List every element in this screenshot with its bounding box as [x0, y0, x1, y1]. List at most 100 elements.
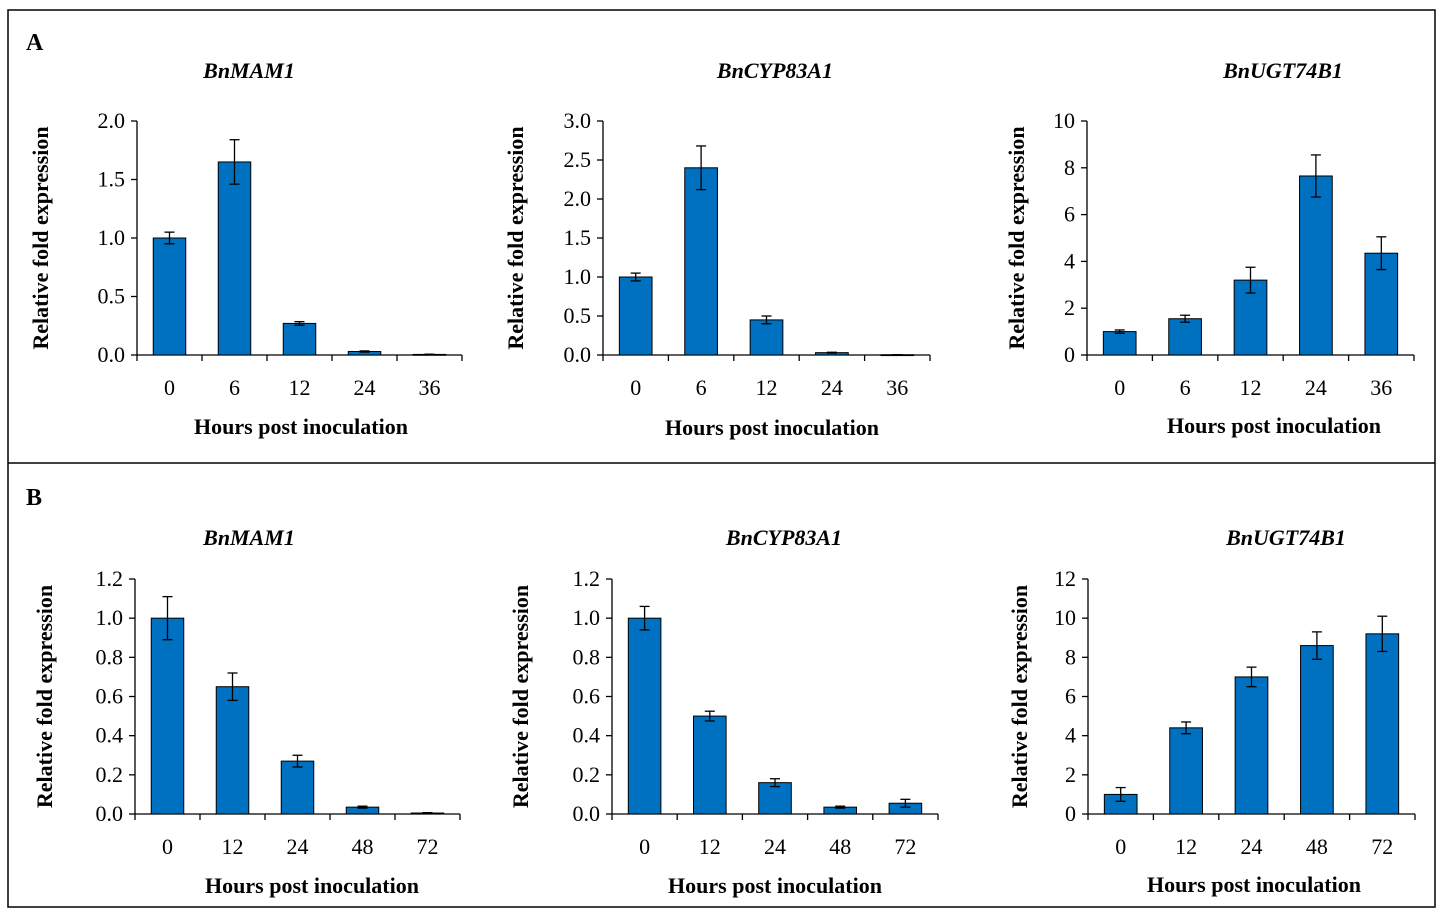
- y-tick-label: 2.5: [564, 147, 592, 172]
- x-tick-label: 24: [1241, 834, 1263, 859]
- bar-12: [1169, 727, 1203, 815]
- y-tick-label: 0.8: [573, 644, 601, 669]
- y-tick-label: 0.6: [96, 684, 124, 709]
- y-tick-label: 1.0: [96, 605, 124, 630]
- x-axis-label: Hours post inoculation: [205, 873, 419, 898]
- y-tick-label: 8: [1064, 155, 1075, 180]
- bar-0: [618, 276, 653, 356]
- x-axis-label: Hours post inoculation: [1147, 872, 1361, 897]
- x-tick-label: 6: [1180, 375, 1191, 400]
- y-tick-label: 0.5: [98, 284, 126, 309]
- chart-title: BnMAM1: [202, 525, 295, 550]
- charts-layer: BnMAM1 Relative fold expression Hours post…: [28, 58, 1416, 898]
- bar-12: [693, 715, 727, 815]
- x-tick-label: 24: [821, 375, 843, 400]
- x-axis-label: Hours post inoculation: [665, 415, 879, 440]
- x-tick-label: 0: [164, 375, 175, 400]
- y-tick-label: 1.5: [564, 225, 592, 250]
- chart-3: BnUGT74B1 Relative fold expression Hours p…: [1004, 58, 1415, 438]
- chart-title: BnCYP83A1: [725, 525, 842, 550]
- x-tick-label: 12: [756, 375, 778, 400]
- x-tick-label: 0: [162, 834, 173, 859]
- x-tick-label: 6: [696, 375, 707, 400]
- x-tick-label: 24: [1305, 375, 1327, 400]
- y-tick-label: 0.4: [96, 723, 124, 748]
- y-tick-label: 12: [1054, 566, 1076, 591]
- bar-24: [1234, 676, 1269, 815]
- x-tick-label: 72: [894, 834, 916, 859]
- y-tick-label: 0.0: [96, 801, 124, 826]
- chart-title: BnMAM1: [202, 58, 295, 83]
- y-axis-label: Relative fold expression: [1004, 126, 1029, 349]
- chart-title: BnUGT74B1: [1225, 525, 1346, 550]
- panel-letter-a: A: [26, 30, 44, 56]
- x-tick-label: 48: [829, 834, 851, 859]
- y-tick-label: 0.2: [573, 762, 601, 787]
- bar-72: [1365, 633, 1400, 815]
- y-tick-label: 2: [1065, 762, 1076, 787]
- bar-24: [1299, 175, 1333, 356]
- bar-12: [215, 686, 250, 815]
- y-tick-label: 0.4: [573, 723, 601, 748]
- bar-48: [1300, 645, 1334, 815]
- y-tick-label: 0: [1064, 342, 1075, 367]
- x-axis-label: Hours post inoculation: [1167, 413, 1381, 438]
- bar-24: [758, 782, 792, 815]
- y-tick-label: 0.0: [564, 342, 592, 367]
- x-tick-label: 24: [354, 375, 376, 400]
- y-tick-label: 1.0: [98, 225, 126, 250]
- x-tick-label: 72: [417, 834, 439, 859]
- y-tick-label: 1.0: [564, 264, 592, 289]
- y-axis-label: Relative fold expression: [508, 585, 533, 808]
- bar-0: [1102, 331, 1137, 356]
- y-axis-label: Relative fold expression: [32, 585, 57, 808]
- chart-title: BnCYP83A1: [716, 58, 833, 83]
- y-tick-label: 2: [1064, 295, 1075, 320]
- x-tick-label: 12: [1175, 834, 1197, 859]
- y-tick-label: 6: [1065, 684, 1076, 709]
- x-tick-label: 48: [1306, 834, 1328, 859]
- y-tick-label: 4: [1064, 248, 1075, 273]
- bar-12: [749, 319, 784, 356]
- x-tick-label: 36: [886, 375, 908, 400]
- y-tick-label: 1.2: [96, 566, 124, 591]
- y-tick-label: 10: [1053, 108, 1075, 133]
- bar-0: [627, 617, 662, 815]
- bar-0: [152, 237, 187, 356]
- x-tick-label: 0: [1114, 375, 1125, 400]
- x-tick-label: 24: [287, 834, 309, 859]
- y-tick-label: 0: [1065, 801, 1076, 826]
- bar-0: [150, 617, 185, 815]
- x-axis-label: Hours post inoculation: [194, 414, 408, 439]
- y-tick-label: 0.2: [96, 762, 124, 787]
- x-tick-label: 48: [352, 834, 374, 859]
- chart-title: BnUGT74B1: [1222, 58, 1343, 83]
- y-tick-label: 2.0: [564, 186, 592, 211]
- chart-6: BnUGT74B1 Relative fold expression Hours p…: [1007, 525, 1416, 897]
- chart-1: BnMAM1 Relative fold expression Hours post…: [28, 58, 463, 439]
- x-tick-label: 12: [699, 834, 721, 859]
- x-axis-label: Hours post inoculation: [668, 873, 882, 898]
- chart-2: BnCYP83A1 Relative fold expression Hours p…: [503, 58, 931, 440]
- y-axis-label: Relative fold expression: [28, 126, 53, 349]
- y-axis-label: Relative fold expression: [503, 126, 528, 349]
- bar-24: [280, 760, 315, 815]
- y-tick-label: 0.8: [96, 644, 124, 669]
- figure-frame: [7, 9, 1436, 908]
- y-tick-label: 0.6: [573, 684, 601, 709]
- x-tick-label: 12: [289, 375, 311, 400]
- chart-4: BnMAM1 Relative fold expression Hours post…: [32, 525, 461, 898]
- x-tick-label: 12: [1240, 375, 1262, 400]
- y-tick-label: 3.0: [564, 108, 592, 133]
- y-tick-label: 6: [1064, 202, 1075, 227]
- y-tick-label: 2.0: [98, 108, 126, 133]
- bar-6: [217, 161, 252, 356]
- bar-6: [684, 167, 718, 356]
- y-tick-label: 1.2: [573, 566, 601, 591]
- bar-6: [1168, 318, 1202, 356]
- x-tick-label: 72: [1371, 834, 1393, 859]
- x-tick-label: 36: [1370, 375, 1392, 400]
- y-tick-label: 0.0: [98, 342, 126, 367]
- y-tick-label: 8: [1065, 644, 1076, 669]
